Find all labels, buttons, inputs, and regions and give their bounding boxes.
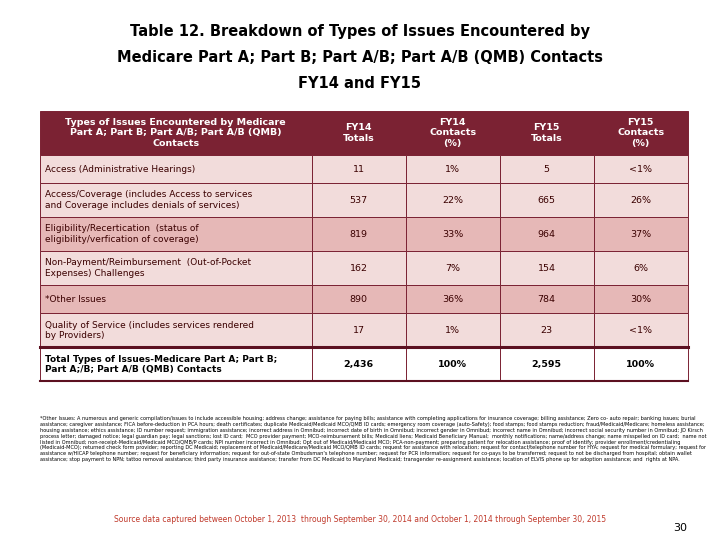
Text: 2,436: 2,436 [343,360,374,369]
Text: 5: 5 [544,165,549,173]
Text: 17: 17 [353,326,365,335]
Text: <1%: <1% [629,165,652,173]
Text: FY14
Totals: FY14 Totals [343,123,374,143]
Text: 33%: 33% [442,230,464,239]
Text: 784: 784 [538,295,556,303]
Text: FY15
Totals: FY15 Totals [531,123,562,143]
Text: 964: 964 [538,230,556,239]
Text: Access (Administrative Hearings): Access (Administrative Hearings) [45,165,196,173]
Text: 30%: 30% [630,295,651,303]
Text: *Other Issues: *Other Issues [45,295,107,303]
Text: <1%: <1% [629,326,652,335]
Text: 36%: 36% [442,295,463,303]
Text: 2,595: 2,595 [531,360,562,369]
Text: FY14
Contacts
(%): FY14 Contacts (%) [429,118,476,148]
Text: 6%: 6% [633,264,648,273]
Text: 100%: 100% [626,360,655,369]
Text: Access/Coverage (includes Access to services
and Coverage includes denials of se: Access/Coverage (includes Access to serv… [45,191,253,210]
Text: Non-Payment/Reimbursement  (Out-of-Pocket
Expenses) Challenges: Non-Payment/Reimbursement (Out-of-Pocket… [45,259,251,278]
Text: 665: 665 [538,195,556,205]
Text: Types of Issues Encountered by Medicare
Part A; Part B; Part A/B; Part A/B (QMB): Types of Issues Encountered by Medicare … [66,118,286,148]
Text: 890: 890 [350,295,368,303]
Text: 11: 11 [353,165,365,173]
Text: 22%: 22% [442,195,463,205]
Text: Total Types of Issues-Medicare Part A; Part B;
Part A;/B; Part A/B (QMB) Contact: Total Types of Issues-Medicare Part A; P… [45,355,278,374]
Text: FY15
Contacts
(%): FY15 Contacts (%) [617,118,664,148]
Text: 100%: 100% [438,360,467,369]
Text: 23: 23 [541,326,553,335]
Text: Table 12. Breakdown of Types of Issues Encountered by: Table 12. Breakdown of Types of Issues E… [130,24,590,39]
Text: *Other Issues: A numerous and generic compilation/issues to include accessible h: *Other Issues: A numerous and generic co… [40,416,706,462]
Text: 1%: 1% [445,326,460,335]
Text: Eligibility/Recertication  (status of
eligibility/verfication of coverage): Eligibility/Recertication (status of eli… [45,225,199,244]
Text: Quality of Service (includes services rendered
by Providers): Quality of Service (includes services re… [45,321,254,340]
Text: 7%: 7% [445,264,460,273]
Text: Medicare Part A; Part B; Part A/B; Part A/B (QMB) Contacts: Medicare Part A; Part B; Part A/B; Part … [117,50,603,65]
Text: FY14 and FY15: FY14 and FY15 [299,76,421,91]
Text: 819: 819 [350,230,368,239]
Text: 30: 30 [674,523,688,533]
Text: 154: 154 [538,264,556,273]
Text: 37%: 37% [630,230,651,239]
Text: Source data captured between October 1, 2013  through September 30, 2014 and Oct: Source data captured between October 1, … [114,515,606,524]
Text: 1%: 1% [445,165,460,173]
Text: 537: 537 [350,195,368,205]
Text: 162: 162 [350,264,368,273]
Text: 26%: 26% [630,195,651,205]
